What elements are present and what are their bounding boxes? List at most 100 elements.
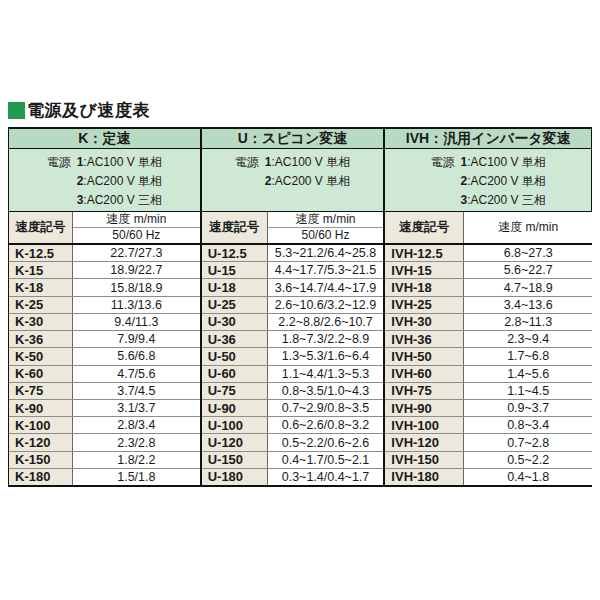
table-row: K-1518.9/22.7 bbox=[9, 262, 200, 279]
speed-code: K-60 bbox=[9, 366, 73, 382]
power-spec: :AC200 V 単相 bbox=[83, 172, 162, 191]
speed-code-header: 速度記号 bbox=[385, 212, 464, 243]
table-row: K-1501.8/2.2 bbox=[9, 452, 200, 469]
speed-code: U-12.5 bbox=[202, 245, 268, 261]
table-row: IVH-900.9~3.7 bbox=[385, 400, 592, 417]
speed-code: IVH-36 bbox=[385, 331, 464, 347]
speed-code: IVH-150 bbox=[385, 452, 464, 468]
speed-code: K-50 bbox=[9, 348, 73, 364]
speed-code-header: 速度記号 bbox=[9, 212, 73, 243]
speed-unit-label: 速度 m/min bbox=[73, 212, 200, 228]
speed-value: 18.9/22.7 bbox=[73, 262, 200, 278]
speed-value: 0.7~2.9/0.8~3.5 bbox=[268, 400, 384, 416]
speed-value: 0.4~1.8 bbox=[464, 469, 592, 485]
speed-code: IVH-18 bbox=[385, 279, 464, 295]
section-u-rows: U-12.55.3~21.2/6.4~25.8U-154.4~17.7/5.3~… bbox=[202, 245, 384, 485]
speed-code: K-15 bbox=[9, 262, 73, 278]
power-number: 2 bbox=[265, 172, 272, 191]
speed-code: U-60 bbox=[202, 366, 268, 382]
page-title: 電源及び速度表 bbox=[8, 99, 150, 122]
speed-value: 0.5~2.2 bbox=[464, 452, 592, 468]
speed-code: K-180 bbox=[9, 469, 73, 485]
speed-code: IVH-120 bbox=[385, 434, 464, 450]
speed-code: K-30 bbox=[9, 314, 73, 330]
table-row: K-903.1/3.7 bbox=[9, 400, 200, 417]
speed-value: 3.7/4.5 bbox=[73, 383, 200, 399]
section-ivh-header: IVH：汎用インバータ変速 bbox=[385, 129, 592, 149]
speed-code: U-30 bbox=[202, 314, 268, 330]
frequency-label: 50/60 Hz bbox=[268, 228, 384, 244]
power-number: 1 bbox=[77, 153, 84, 172]
speed-value: 3.6~14.7/4.4~17.9 bbox=[268, 279, 384, 295]
speed-code: IVH-75 bbox=[385, 383, 464, 399]
power-label bbox=[47, 191, 77, 210]
table-row: IVH-253.4~13.6 bbox=[385, 297, 592, 314]
speed-value: 0.5~2.2/0.6~2.6 bbox=[268, 434, 384, 450]
speed-code-header: 速度記号 bbox=[202, 212, 268, 243]
speed-unit-label: 速度 m/min bbox=[268, 212, 384, 228]
speed-value: 1.3~5.3/1.6~6.4 bbox=[268, 348, 384, 364]
table-row: U-601.1~4.4/1.3~5.3 bbox=[202, 366, 384, 383]
power-label bbox=[430, 172, 460, 191]
power-spec: :AC100 V 単相 bbox=[272, 153, 351, 172]
speed-value-header: 速度 m/min 50/60 Hz bbox=[268, 212, 384, 243]
section-k: K：定速 電源 1:AC100 V 単相2:AC200 V 単相3:AC200 … bbox=[9, 129, 200, 485]
speed-value: 1.7~6.8 bbox=[464, 348, 592, 364]
power-label bbox=[235, 172, 265, 191]
power-line: 電源 1:AC100 V 単相 bbox=[235, 153, 350, 172]
section-u-power: 電源 1:AC100 V 単相2:AC200 V 単相 bbox=[202, 149, 384, 212]
power-line: 2:AC200 V 単相 bbox=[235, 172, 350, 191]
speed-code: U-15 bbox=[202, 262, 268, 278]
speed-code: IVH-15 bbox=[385, 262, 464, 278]
speed-code: K-18 bbox=[9, 279, 73, 295]
table-row: K-1815.8/18.9 bbox=[9, 279, 200, 296]
speed-value: 22.7/27.3 bbox=[73, 245, 200, 261]
speed-code: K-12.5 bbox=[9, 245, 73, 261]
table-row: K-604.7/5.6 bbox=[9, 366, 200, 383]
table-row: IVH-1200.7~2.8 bbox=[385, 434, 592, 451]
speed-code: K-25 bbox=[9, 297, 73, 313]
table-row: U-900.7~2.9/0.8~3.5 bbox=[202, 400, 384, 417]
section-k-header: K：定速 bbox=[9, 129, 200, 149]
power-number: 1 bbox=[265, 153, 272, 172]
section-ivh: IVH：汎用インバータ変速 電源 1:AC100 V 単相2:AC200 V 単… bbox=[383, 129, 592, 485]
section-k-rows: K-12.522.7/27.3K-1518.9/22.7K-1815.8/18.… bbox=[9, 245, 200, 485]
speed-code: K-36 bbox=[9, 331, 73, 347]
table-row: U-501.3~5.3/1.6~6.4 bbox=[202, 348, 384, 365]
speed-code: IVH-100 bbox=[385, 417, 464, 433]
table-row: K-1202.3/2.8 bbox=[9, 434, 200, 451]
power-spec: :AC100 V 単相 bbox=[83, 153, 162, 172]
power-speed-table: K：定速 電源 1:AC100 V 単相2:AC200 V 単相3:AC200 … bbox=[8, 127, 592, 487]
speed-value-header: 速度 m/min 50/60 Hz bbox=[73, 212, 200, 243]
power-line: 2:AC200 V 単相 bbox=[430, 172, 545, 191]
speed-code: IVH-50 bbox=[385, 348, 464, 364]
table-row: U-361.8~7.3/2.2~8.9 bbox=[202, 331, 384, 348]
table-row: K-1002.8/3.4 bbox=[9, 417, 200, 434]
frequency-label: 50/60 Hz bbox=[73, 228, 200, 244]
table-row: IVH-302.8~11.3 bbox=[385, 314, 592, 331]
speed-value: 7.9/9.4 bbox=[73, 331, 200, 347]
table-row: IVH-501.7~6.8 bbox=[385, 348, 592, 365]
power-label: 電源 bbox=[430, 153, 460, 172]
power-spec: :AC200 V 単相 bbox=[467, 172, 546, 191]
speed-code: IVH-25 bbox=[385, 297, 464, 313]
section-u-header: U：スピコン変速 bbox=[202, 129, 384, 149]
speed-value: 1.1~4.4/1.3~5.3 bbox=[268, 366, 384, 382]
power-label bbox=[430, 191, 460, 210]
speed-value: 3.1/3.7 bbox=[73, 400, 200, 416]
section-k-power: 電源 1:AC100 V 単相2:AC200 V 単相3:AC200 V 三相 bbox=[9, 149, 200, 212]
table-row: IVH-12.56.8~27.3 bbox=[385, 245, 592, 262]
speed-code: U-25 bbox=[202, 297, 268, 313]
speed-code: IVH-30 bbox=[385, 314, 464, 330]
speed-value: 0.8~3.4 bbox=[464, 417, 592, 433]
speed-value: 2.6~10.6/3.2~12.9 bbox=[268, 297, 384, 313]
speed-code: U-90 bbox=[202, 400, 268, 416]
power-spec: :AC200 V 三相 bbox=[83, 191, 162, 210]
table-row: IVH-155.6~22.7 bbox=[385, 262, 592, 279]
power-spec: :AC200 V 単相 bbox=[272, 172, 351, 191]
speed-code: K-100 bbox=[9, 417, 73, 433]
speed-value: 6.8~27.3 bbox=[464, 245, 592, 261]
table-row: K-1801.5/1.8 bbox=[9, 469, 200, 485]
speed-value: 2.3/2.8 bbox=[73, 434, 200, 450]
speed-code: U-50 bbox=[202, 348, 268, 364]
